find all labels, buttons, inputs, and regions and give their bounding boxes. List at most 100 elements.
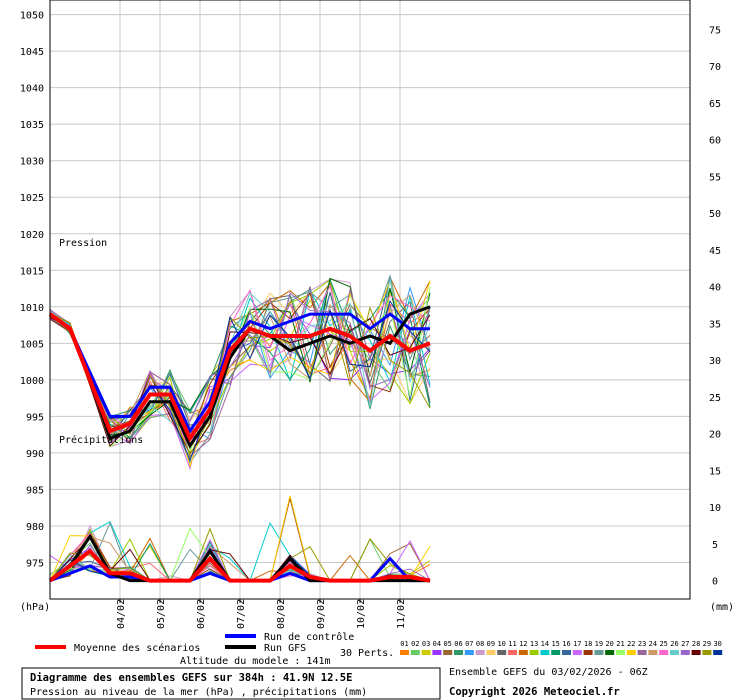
left-tick-label: 1045 (20, 47, 44, 58)
member-id-label: 19 (595, 640, 603, 648)
right-tick-label: 15 (709, 466, 721, 477)
right-tick-label: 70 (709, 62, 721, 73)
footer-subtitle: Pression au niveau de la mer (hPa) , pré… (30, 686, 367, 698)
member-color-swatch (475, 650, 485, 655)
member-29-pressure-line (49, 306, 431, 456)
member-id-label: 15 (551, 640, 559, 648)
member-color-swatch (605, 650, 615, 655)
left-tick-label: 1040 (20, 84, 44, 95)
member-color-swatch (486, 650, 496, 655)
left-tick-label: 1020 (20, 230, 44, 241)
member-id-label: 28 (692, 640, 700, 648)
right-tick-label: 20 (709, 430, 721, 441)
member-id-label: 02 (411, 640, 419, 648)
member-color-swatch (562, 650, 571, 655)
member-id-label: 10 (497, 640, 505, 648)
member-color-swatch (680, 650, 690, 655)
member-color-swatch (713, 650, 723, 655)
right-tick-label: 35 (709, 319, 721, 330)
member-color-swatch (400, 650, 409, 655)
member-color-swatch (551, 650, 561, 655)
left-tick-label: 1030 (20, 157, 44, 168)
left-tick-label: 1015 (20, 266, 44, 277)
member-id-label: 17 (573, 640, 581, 648)
chart-gridlines (50, 0, 690, 599)
member-id-label: 18 (584, 640, 592, 648)
member-color-swatch (648, 650, 658, 655)
right-tick-label: 60 (709, 136, 721, 147)
altitude-label: Altitude du modele : 141m (180, 656, 331, 667)
left-axis-unit: (hPa) (20, 602, 50, 613)
right-tick-label: 25 (709, 393, 721, 404)
x-tick-label: 05/02 (156, 599, 167, 629)
member-color-swatch (421, 650, 431, 655)
member-id-label: 05 (443, 640, 451, 648)
right-tick-label: 55 (709, 172, 721, 183)
right-tick-label: 50 (709, 209, 721, 220)
member-color-swatch (518, 650, 528, 655)
member-id-label: 14 (541, 640, 549, 648)
member-id-label: 25 (659, 640, 667, 648)
run-de-contr-le-pressure-line (49, 312, 430, 435)
left-tick-label: 1000 (20, 376, 44, 387)
x-tick-label: 04/02 (116, 599, 127, 629)
member-id-label: 29 (703, 640, 711, 648)
left-tick-label: 990 (26, 449, 44, 460)
left-tick-label: 975 (26, 558, 44, 569)
right-tick-label: 45 (709, 246, 721, 257)
member-id-label: 11 (508, 640, 516, 648)
left-tick-label: 1050 (20, 11, 44, 22)
member-color-swatch (637, 650, 647, 655)
member-id-label: 03 (422, 640, 430, 648)
member-id-label: 09 (487, 640, 495, 648)
right-tick-label: 0 (712, 577, 718, 588)
copyright: Copyright 2026 Meteociel.fr (449, 686, 620, 698)
member-id-label: 06 (454, 640, 462, 648)
pressure-annotation: Pression (59, 238, 107, 249)
member-id-label: 16 (562, 640, 570, 648)
legend-mean-label: Moyenne des scénarios (74, 642, 200, 654)
chart-main-series (48, 305, 431, 583)
footer-title-box (21, 667, 441, 700)
member-id-label: 13 (530, 640, 538, 648)
x-tick-label: 07/02 (236, 599, 247, 629)
x-tick-label: 09/02 (316, 599, 327, 629)
member-id-label: 27 (681, 640, 689, 648)
member-id-label: 21 (616, 640, 624, 648)
plot-frame (49, 0, 691, 600)
member-color-swatch (616, 650, 625, 655)
member-color-swatch (626, 650, 636, 655)
member-color-swatch (670, 650, 679, 655)
member-color-swatch (443, 650, 453, 655)
member-id-label: 04 (433, 640, 441, 648)
right-axis-ticks: 0 5 10 15 20 25 30 35 40 45 50 55 60 65 70 75 (709, 25, 721, 587)
members-label: 30 Perts. (340, 648, 394, 659)
member-id-label: 08 (476, 640, 484, 648)
run-info: Ensemble GEFS du 03/02/2026 - 06Z (449, 667, 648, 678)
member-color-swatch (583, 650, 593, 655)
member-color-swatch (659, 650, 669, 655)
legend-gfs-label: Run GFS (264, 643, 306, 654)
member-id-label: 12 (519, 640, 527, 648)
member-color-swatch (572, 650, 582, 655)
x-tick-label: 11/02 (396, 599, 407, 629)
left-tick-label: 985 (26, 485, 44, 496)
member-27-pressure-line (49, 291, 431, 444)
moyenne-des-sc-narios-pressure-line (48, 312, 431, 443)
member-id-label: 07 (465, 640, 473, 648)
left-tick-label: 980 (26, 522, 44, 533)
moyenne-des-sc-narios-precipitation-line (48, 548, 431, 583)
right-tick-label: 5 (712, 540, 718, 551)
member-color-swatch (464, 650, 474, 655)
precipitation-annotation: Précipitations (59, 434, 143, 446)
left-tick-label: 1035 (20, 120, 44, 131)
member-color-swatch (594, 650, 604, 655)
left-axis-ticks: 975 980 985 990 995 1000 1005 1010 1015 1020 1025 1… (20, 11, 44, 570)
member-id-label: 01 (400, 640, 408, 648)
member-id-label: 30 (713, 640, 721, 648)
x-tick-label: 10/02 (356, 599, 367, 629)
left-tick-label: 995 (26, 412, 44, 423)
member-id-label: 24 (649, 640, 657, 648)
left-tick-label: 1010 (20, 303, 44, 314)
